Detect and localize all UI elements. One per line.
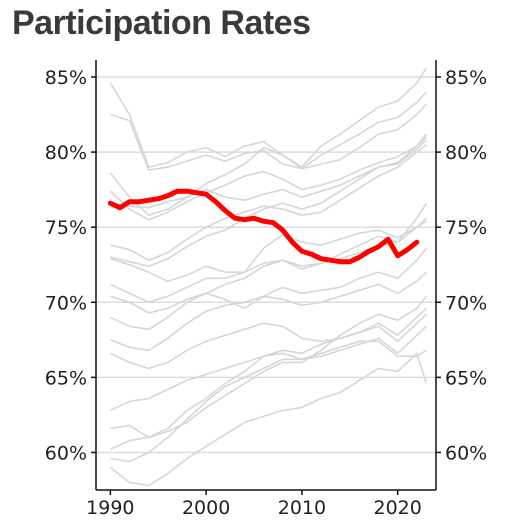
y-tick-label-right: 70% — [445, 292, 487, 314]
x-tick-label: 2020 — [374, 497, 422, 519]
background-series-line-4 — [109, 136, 427, 221]
background-series-line-17 — [110, 340, 427, 463]
gridlines — [96, 76, 436, 454]
background-series-line-9 — [110, 220, 427, 304]
y-tick-label-right: 60% — [445, 442, 487, 464]
background-series-group — [109, 67, 428, 487]
highlight-series-group — [107, 188, 420, 265]
background-series-line-12 — [110, 271, 427, 352]
background-series-line-6 — [110, 143, 427, 262]
y-tick-label-left: 70% — [45, 292, 87, 314]
y-tick-label-right: 85% — [445, 67, 487, 89]
background-series-line-1 — [109, 67, 428, 168]
background-series-line-18 — [109, 352, 428, 487]
x-tick-label: 2000 — [182, 497, 230, 519]
chart-title: Participation Rates — [12, 4, 311, 42]
y-tick-label-left: 65% — [45, 367, 87, 389]
highlight-series-line — [107, 188, 420, 265]
background-series-line-3 — [109, 103, 427, 216]
background-series-line-7 — [110, 133, 428, 268]
axes: 60% 60% 65% 65% 70% 70% 75% 75% 80% 80% 85% 85% 1990… — [45, 60, 487, 519]
x-tick-label: 2010 — [278, 497, 326, 519]
y-tick-label-right: 80% — [445, 142, 487, 164]
y-tick-label-right: 65% — [445, 367, 487, 389]
y-tick-label-left: 85% — [45, 67, 87, 89]
background-series-line-11 — [110, 202, 428, 331]
y-tick-label-left: 80% — [45, 142, 87, 164]
background-series-line-10 — [110, 247, 428, 314]
x-tick-label: 1990 — [86, 497, 134, 519]
y-tick-label-left: 60% — [45, 442, 87, 464]
background-series-line-2 — [110, 91, 427, 171]
background-series-line-13 — [110, 313, 427, 370]
y-tick-label-left: 75% — [45, 217, 87, 239]
background-series-line-16 — [110, 307, 427, 451]
background-series-line-15 — [110, 295, 428, 439]
y-tick-label-right: 75% — [445, 217, 487, 239]
background-series-line-14 — [110, 325, 427, 412]
